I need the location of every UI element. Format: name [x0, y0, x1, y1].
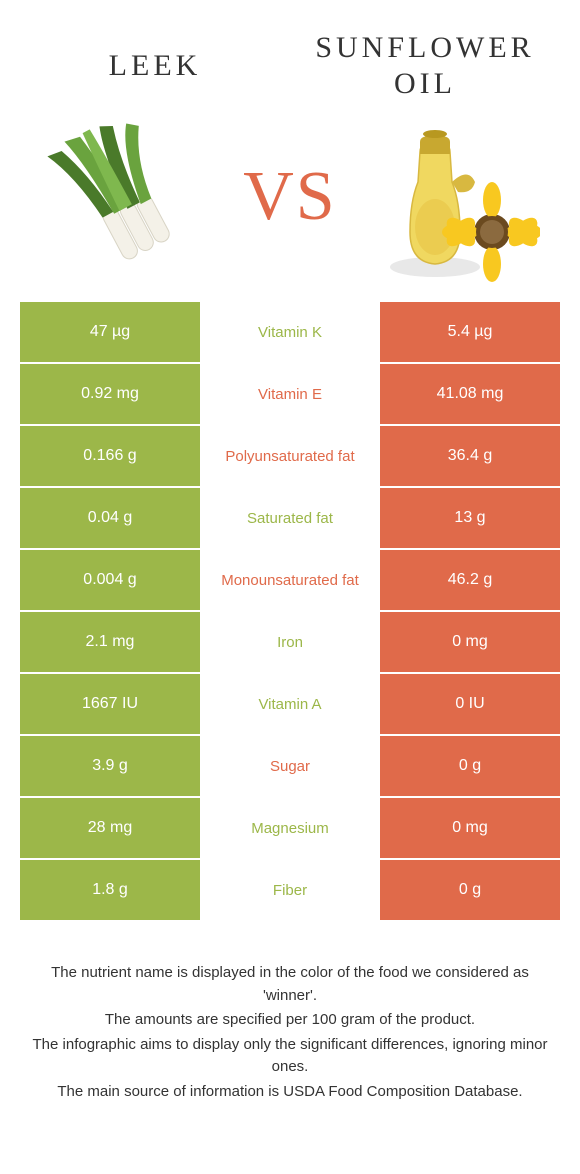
table-row: 1667 IUVitamin A0 IU	[20, 674, 560, 734]
cell-right: 0 g	[380, 736, 560, 796]
cell-label: Fiber	[200, 860, 380, 920]
cell-right: 0 mg	[380, 798, 560, 858]
cell-left: 3.9 g	[20, 736, 200, 796]
cell-right: 0 mg	[380, 612, 560, 672]
title-left: Leek	[35, 48, 275, 84]
cell-left: 0.04 g	[20, 488, 200, 548]
cell-right: 36.4 g	[380, 426, 560, 486]
cell-right: 0 g	[380, 860, 560, 920]
leek-icon	[35, 117, 205, 277]
cell-right: 41.08 mg	[380, 364, 560, 424]
footer-notes: The nutrient name is displayed in the co…	[0, 922, 580, 1125]
images-row: VS	[0, 112, 580, 302]
cell-left: 0.004 g	[20, 550, 200, 610]
cell-left: 1667 IU	[20, 674, 200, 734]
cell-label: Vitamin A	[200, 674, 380, 734]
table-row: 3.9 gSugar0 g	[20, 736, 560, 796]
cell-right: 13 g	[380, 488, 560, 548]
cell-right: 0 IU	[380, 674, 560, 734]
nutrient-table: 47 µgVitamin K5.4 µg0.92 mgVitamin E41.0…	[0, 302, 580, 920]
cell-label: Iron	[200, 612, 380, 672]
table-row: 1.8 gFiber0 g	[20, 860, 560, 920]
cell-left: 0.92 mg	[20, 364, 200, 424]
table-row: 2.1 mgIron0 mg	[20, 612, 560, 672]
footer-line: The nutrient name is displayed in the co…	[30, 962, 550, 1007]
cell-label: Monounsaturated fat	[200, 550, 380, 610]
cell-label: Magnesium	[200, 798, 380, 858]
footer-line: The main source of information is USDA F…	[30, 1081, 550, 1104]
sunflower-oil-icon	[380, 112, 540, 282]
cell-right: 5.4 µg	[380, 302, 560, 362]
vs-label: VS	[243, 157, 336, 237]
cell-left: 47 µg	[20, 302, 200, 362]
cell-label: Sugar	[200, 736, 380, 796]
table-row: 0.166 gPolyunsaturated fat36.4 g	[20, 426, 560, 486]
footer-line: The infographic aims to display only the…	[30, 1034, 550, 1079]
cell-label: Polyunsaturated fat	[200, 426, 380, 486]
leek-image	[30, 112, 210, 282]
sunflower-oil-image	[370, 112, 550, 282]
cell-left: 1.8 g	[20, 860, 200, 920]
table-row: 0.92 mgVitamin E41.08 mg	[20, 364, 560, 424]
table-row: 47 µgVitamin K5.4 µg	[20, 302, 560, 362]
cell-left: 2.1 mg	[20, 612, 200, 672]
cell-left: 28 mg	[20, 798, 200, 858]
cell-label: Vitamin K	[200, 302, 380, 362]
table-row: 28 mgMagnesium0 mg	[20, 798, 560, 858]
header: Leek Sunflower oil	[0, 0, 580, 112]
table-row: 0.04 gSaturated fat13 g	[20, 488, 560, 548]
cell-label: Vitamin E	[200, 364, 380, 424]
title-right: Sunflower oil	[305, 30, 545, 102]
table-row: 0.004 gMonounsaturated fat46.2 g	[20, 550, 560, 610]
footer-line: The amounts are specified per 100 gram o…	[30, 1009, 550, 1032]
cell-right: 46.2 g	[380, 550, 560, 610]
cell-left: 0.166 g	[20, 426, 200, 486]
cell-label: Saturated fat	[200, 488, 380, 548]
